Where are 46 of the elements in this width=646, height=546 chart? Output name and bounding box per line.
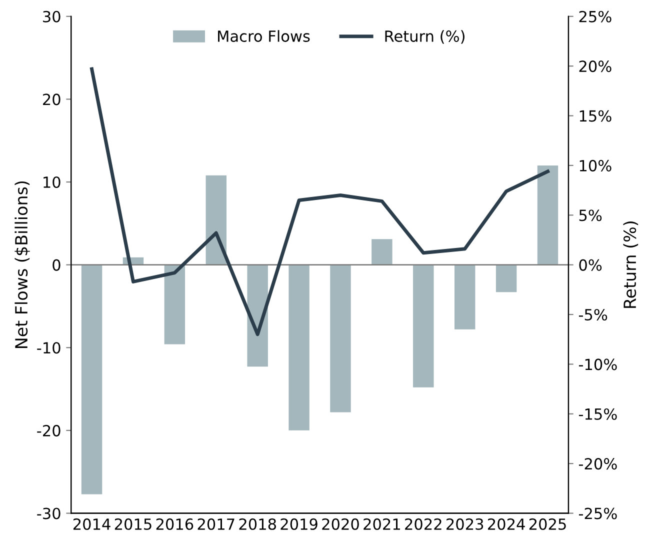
bar (164, 264, 186, 344)
legend-label: Return (%) (385, 30, 464, 44)
x-tick-label: 2016 (156, 518, 194, 530)
x-tick-label: 2022 (405, 518, 442, 530)
x-tick-label: 2021 (364, 518, 400, 530)
y2-tick-label: 15% (580, 110, 612, 122)
bar (81, 264, 102, 494)
y2-tick-label: -25% (578, 508, 617, 520)
x-tick-label: 2019 (280, 518, 318, 530)
y2-tick-label: 0% (579, 259, 602, 271)
bar (206, 175, 227, 265)
x-tick-label: 2024 (488, 518, 525, 530)
line-series (90, 67, 550, 336)
x-tick-label: 2018 (239, 518, 276, 530)
y2-tick-label: 25% (579, 10, 612, 22)
x-tick-label: 2020 (322, 518, 359, 530)
y2-tick-label: -15% (578, 408, 617, 420)
bar (247, 264, 268, 367)
y-tick-label: 30 (43, 10, 60, 22)
y-tick-label: -20 (37, 424, 60, 436)
x-tick-label: 2025 (529, 518, 566, 530)
y-tick-label: 0 (52, 259, 60, 271)
y2-tick-label: 10% (580, 160, 612, 172)
y2-tick-label: 20% (579, 60, 612, 72)
y2-tick-label: 5% (579, 210, 602, 222)
x-tick-label: 2015 (114, 518, 152, 530)
y2-tick-label: -20% (578, 458, 617, 470)
x-tick-label: 2017 (198, 518, 234, 530)
y2-tick-label: -5% (578, 308, 608, 321)
y-axis-title: Net Flows ($Billions) (14, 181, 30, 348)
bar (330, 264, 351, 412)
y-tick-label: 10 (44, 176, 60, 188)
x-tick-label: 2014 (73, 518, 110, 530)
bar (537, 165, 558, 265)
y2-tick-label: -10% (578, 358, 617, 370)
x-tick-label: 2023 (446, 518, 484, 530)
y-tick-label: 20 (43, 94, 60, 106)
y-tick-label: -30 (37, 508, 60, 520)
bar (454, 264, 476, 330)
y2-axis-title: Return (%) (623, 222, 638, 308)
legend-label: Macro Flows (218, 30, 310, 42)
bar (372, 239, 392, 265)
bar (288, 264, 310, 430)
bar (496, 264, 517, 292)
bar (413, 264, 434, 388)
y-tick-label: -10 (37, 342, 60, 354)
